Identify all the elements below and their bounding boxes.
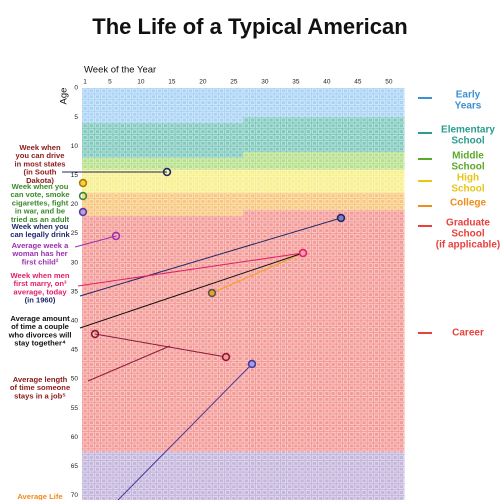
marker [78,207,88,217]
annotation: stays in a job⁵ [14,391,66,400]
annotation: first marry, on³ [13,279,66,288]
marker [298,248,308,258]
annotation: Average week a [12,241,69,250]
marker [162,167,172,177]
annotation: in most states [14,159,65,168]
stage-label: High [457,173,479,184]
x-tick-label: 50 [385,79,393,86]
y-tick-label: 50 [71,376,79,383]
y-tick-label: 25 [71,230,79,237]
x-tick-label: 15 [168,79,176,86]
pointer-line [74,235,117,248]
annotation: can legally drink [10,230,70,239]
annotation: Average amount [10,314,70,323]
x-tick-label: 25 [230,79,238,86]
annotation: (in 1960) [25,296,56,305]
y-tick-label: 10 [71,143,79,150]
marker [111,231,121,241]
y-tick-label: 55 [71,405,79,412]
x-tick-label: 35 [292,79,300,86]
x-tick-label: 5 [108,79,112,86]
x-tick-label: 1 [83,79,87,86]
y-tick-label: 65 [71,463,79,470]
marker [207,288,217,298]
stage-label: School [451,229,485,240]
x-axis-label: Week of the Year [84,65,156,76]
annotation: of time someone [10,383,70,392]
annotation: can vote, smoke [10,190,69,199]
annotation: Average Life [17,492,62,500]
marker [90,329,100,339]
x-tick-label: 30 [261,79,269,86]
annotation: woman has her [11,249,67,258]
stage-label: (if applicable) [436,240,500,251]
life-grid [82,88,405,500]
y-tick-label: 70 [71,492,79,499]
annotation: you can drive [16,151,65,160]
stage-label: School [451,136,485,147]
annotation: Week when [19,143,61,152]
pointer-line [211,252,304,294]
annotation: Week when men [11,271,70,280]
stage-label: School [451,184,485,195]
y-tick-label: 30 [71,259,79,266]
x-tick-label: 10 [137,79,145,86]
pointer-line [94,333,227,358]
y-tick-label: 0 [74,85,78,92]
stage-label: Career [452,328,484,339]
title: The Life of a Typical American [92,14,407,39]
x-tick-label: 20 [199,79,207,86]
x-tick-label: 40 [323,79,331,86]
pointer-line [79,252,304,329]
stage-label: Middle [452,151,484,162]
pointer-line [77,252,304,287]
annotation: Week when you [12,182,69,191]
annotation: cigarettes, fight [12,198,69,207]
marker [78,191,88,201]
y-tick-label: 60 [71,434,79,441]
stage-label: College [450,198,487,209]
annotation: Week when you [12,222,69,231]
stage-label: Elementary [441,125,495,136]
annotation: of time a couple [11,322,69,331]
y-tick-label: 5 [74,114,78,121]
y-tick-label: 40 [71,318,79,325]
stage-label: Years [455,101,482,112]
y-tick-label: 15 [71,172,79,179]
annotation: Average length [13,375,68,384]
cell-grid [82,88,405,500]
y-tick-label: 35 [71,288,79,295]
marker [336,213,346,223]
marker [221,352,231,362]
y-tick-label: 45 [71,347,79,354]
x-tick-label: 45 [354,79,362,86]
annotation: who divorces will [8,330,72,339]
stage-label: Graduate [446,218,490,229]
pointer-line [79,217,342,297]
annotation: Dakota) [26,176,54,185]
annotation: tried as an adult [11,215,70,224]
marker [247,359,257,369]
annotation: (in South [24,168,57,177]
annotation: stay together⁴ [14,339,66,348]
pointer-line [87,345,171,382]
pointer-line [117,363,253,500]
stage-label: Early [456,90,481,101]
stage-label: School [451,162,485,173]
annotation: first child² [22,257,59,266]
annotation: in war, and be [15,207,65,216]
y-axis-label: Age [59,88,70,105]
annotation: average, today [13,287,67,296]
marker [78,178,88,188]
y-tick-label: 20 [71,201,79,208]
